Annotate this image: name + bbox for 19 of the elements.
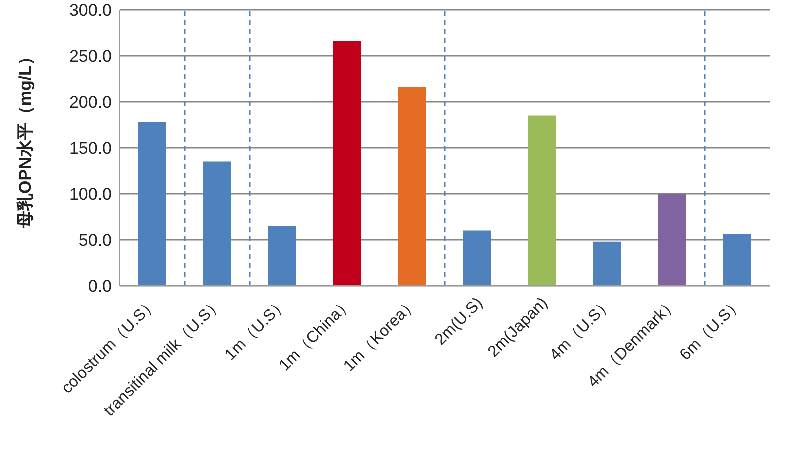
bar — [333, 41, 361, 286]
bar — [528, 116, 556, 286]
bar — [203, 162, 231, 286]
bar — [138, 122, 166, 286]
bar — [723, 234, 751, 286]
y-tick-label: 250.0 — [69, 47, 112, 66]
y-axis-title: 母乳OPN水平（mg/L） — [16, 48, 36, 229]
y-tick-label: 300.0 — [69, 1, 112, 20]
bar — [593, 242, 621, 286]
y-tick-label: 150.0 — [69, 139, 112, 158]
bar — [463, 230, 491, 286]
y-tick-label: 50.0 — [78, 231, 112, 250]
y-tick-label: 200.0 — [69, 93, 112, 112]
y-tick-label: 100.0 — [69, 185, 112, 204]
bar — [658, 194, 686, 286]
y-tick-label: 0.0 — [88, 277, 112, 296]
bar — [268, 226, 296, 286]
bar — [398, 87, 426, 286]
x-tick-label: 6m（U.S） — [677, 294, 746, 364]
